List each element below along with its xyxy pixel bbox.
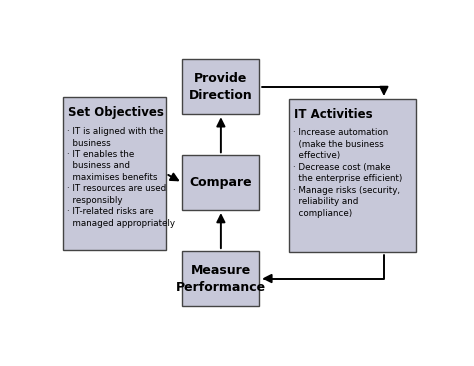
FancyBboxPatch shape (289, 99, 416, 253)
Text: IT Activities: IT Activities (293, 108, 372, 121)
Text: · Increase automation
  (make the business
  effective)
· Decrease cost (make
  : · Increase automation (make the business… (293, 128, 402, 218)
Text: Set Objectives: Set Objectives (68, 106, 164, 119)
FancyBboxPatch shape (63, 97, 166, 250)
Text: Measure
Performance: Measure Performance (176, 264, 266, 294)
Text: Compare: Compare (190, 176, 252, 189)
FancyBboxPatch shape (182, 59, 259, 114)
FancyBboxPatch shape (182, 251, 259, 306)
Text: Provide
Direction: Provide Direction (189, 72, 253, 102)
Text: · IT is aligned with the
  business
· IT enables the
  business and
  maximises : · IT is aligned with the business · IT e… (67, 127, 175, 228)
FancyBboxPatch shape (182, 155, 259, 210)
